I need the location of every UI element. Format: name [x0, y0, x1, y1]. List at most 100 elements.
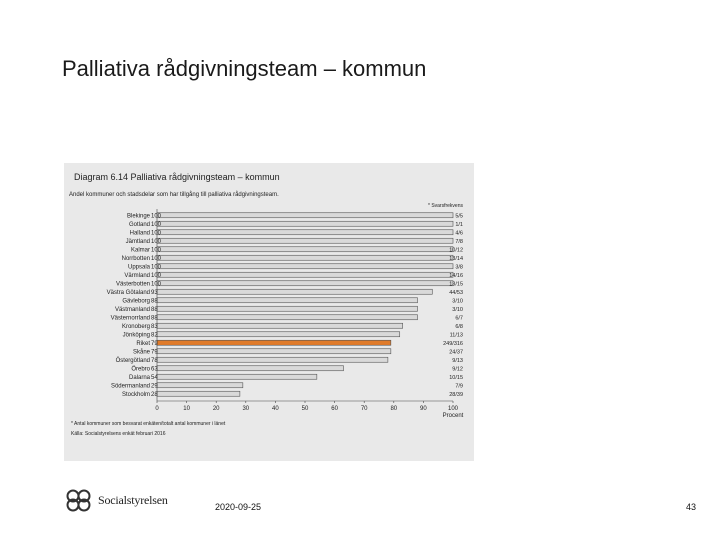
- x-tick-label: 80: [390, 406, 397, 412]
- category-label: Gävleborg: [122, 298, 150, 304]
- bar-8: [156, 280, 454, 287]
- response-rate: 10/12: [449, 247, 463, 253]
- category-label: Halland: [130, 230, 150, 236]
- bar-20: [156, 382, 244, 389]
- category-label: Norrbotten: [122, 256, 150, 262]
- x-tick-label: 10: [183, 406, 190, 412]
- category-label: Stockholm: [122, 392, 150, 398]
- category-label: Uppsala: [128, 264, 151, 270]
- response-rate: 6/8: [455, 324, 463, 330]
- bar-19: [156, 373, 318, 380]
- category-label: Östergötland: [116, 357, 150, 364]
- bar-7: [156, 271, 454, 278]
- footnote-source: Källa: Socialstyrelsens enkät februari 2…: [71, 431, 166, 437]
- value-label: 100: [151, 222, 162, 228]
- x-axis-label: Procent: [443, 413, 464, 419]
- logo-mark-icon: [66, 489, 91, 512]
- value-label: 100: [151, 239, 162, 245]
- category-label: Kalmar: [131, 247, 150, 253]
- x-tick-label: 50: [302, 406, 309, 412]
- category-label: Södermanland: [111, 383, 150, 389]
- bar-5: [156, 254, 454, 261]
- bar-1: [156, 220, 454, 227]
- response-rate: 9/12: [452, 366, 463, 372]
- response-rate: 44/53: [449, 290, 463, 296]
- category-label: Riket: [136, 341, 150, 347]
- bar-11: [156, 305, 418, 312]
- response-rate: 7/8: [455, 239, 463, 245]
- value-label: 78: [151, 358, 158, 364]
- response-rate: 24/37: [449, 349, 463, 355]
- page-number: 43: [686, 502, 697, 512]
- bar-21: [156, 390, 241, 397]
- category-label: Jämtland: [126, 239, 150, 245]
- value-label: 82: [151, 332, 158, 338]
- value-label: 29: [151, 383, 158, 389]
- bar-6: [156, 263, 454, 270]
- response-rate-header: * Svarsfrekvens: [428, 203, 464, 209]
- category-label: Västmanland: [115, 307, 150, 313]
- x-tick-label: 20: [213, 406, 220, 412]
- response-rate: 249/316: [443, 341, 463, 347]
- value-label: 88: [151, 298, 158, 304]
- value-label: 93: [151, 290, 158, 296]
- value-label: 54: [151, 375, 158, 381]
- value-label: 100: [151, 213, 162, 219]
- response-rate: 1/1: [455, 222, 463, 228]
- value-label: 100: [151, 230, 162, 236]
- x-tick-label: 0: [155, 406, 159, 412]
- x-tick-label: 70: [361, 406, 368, 412]
- category-label: Västra Götaland: [107, 290, 150, 296]
- category-label: Kronoberg: [122, 324, 150, 330]
- bar-0: [156, 212, 454, 219]
- chart-subtitle: Andel kommuner och stadsdelar som har ti…: [69, 192, 279, 198]
- category-label: Västernorrland: [111, 315, 150, 321]
- response-rate: 9/13: [452, 358, 463, 364]
- chart-panel: Diagram 6.14 Palliativa rådgivningsteam …: [64, 163, 474, 461]
- value-label: 100: [151, 264, 162, 270]
- value-label: 83: [151, 324, 158, 330]
- category-label: Jönköping: [123, 332, 150, 338]
- value-label: 28: [151, 392, 158, 398]
- footnote-response: * Antal kommuner som besvarat enkäten/to…: [71, 421, 226, 427]
- category-label: Västerbotten: [116, 281, 150, 287]
- bar-13: [156, 322, 403, 329]
- response-rate: 5/5: [455, 213, 463, 219]
- response-rate: 14/16: [449, 273, 463, 279]
- response-rate: 11/13: [450, 332, 463, 338]
- page-title: Palliativa rådgivningsteam – kommun: [62, 56, 427, 81]
- category-label: Gotland: [129, 222, 150, 228]
- response-rate: 13/15: [449, 281, 463, 287]
- value-label: 88: [151, 315, 158, 321]
- socialstyrelsen-logo: Socialstyrelsen: [64, 488, 168, 512]
- response-rate: 4/6: [455, 230, 463, 236]
- value-label: 79: [151, 341, 158, 347]
- response-rate: 3/10: [452, 307, 463, 313]
- x-tick-label: 40: [272, 406, 279, 412]
- category-label: Örebro: [131, 365, 150, 372]
- bar-14: [156, 331, 401, 338]
- category-label: Blekinge: [127, 213, 151, 219]
- response-rate: 3/10: [452, 298, 463, 304]
- bar-17: [156, 356, 389, 363]
- bar-9: [156, 288, 433, 295]
- bar-16: [156, 348, 392, 355]
- bar-3: [156, 237, 454, 244]
- category-label: Värmland: [124, 273, 150, 279]
- category-label: Dalarna: [129, 375, 151, 381]
- bar-10: [156, 297, 418, 304]
- response-rate: 7/9: [455, 383, 463, 389]
- value-label: 79: [151, 349, 158, 355]
- x-tick-label: 30: [242, 406, 249, 412]
- x-tick-label: 90: [420, 406, 427, 412]
- x-tick-label: 60: [331, 406, 338, 412]
- bar-12: [156, 314, 418, 321]
- chart-title: Diagram 6.14 Palliativa rådgivningsteam …: [74, 172, 280, 182]
- slide-date: 2020-09-25: [215, 502, 262, 512]
- response-rate: 3/8: [455, 264, 463, 270]
- value-label: 100: [151, 281, 162, 287]
- response-rate: 6/7: [455, 315, 463, 321]
- bar-15: [156, 339, 392, 346]
- x-tick-label: 100: [448, 406, 459, 412]
